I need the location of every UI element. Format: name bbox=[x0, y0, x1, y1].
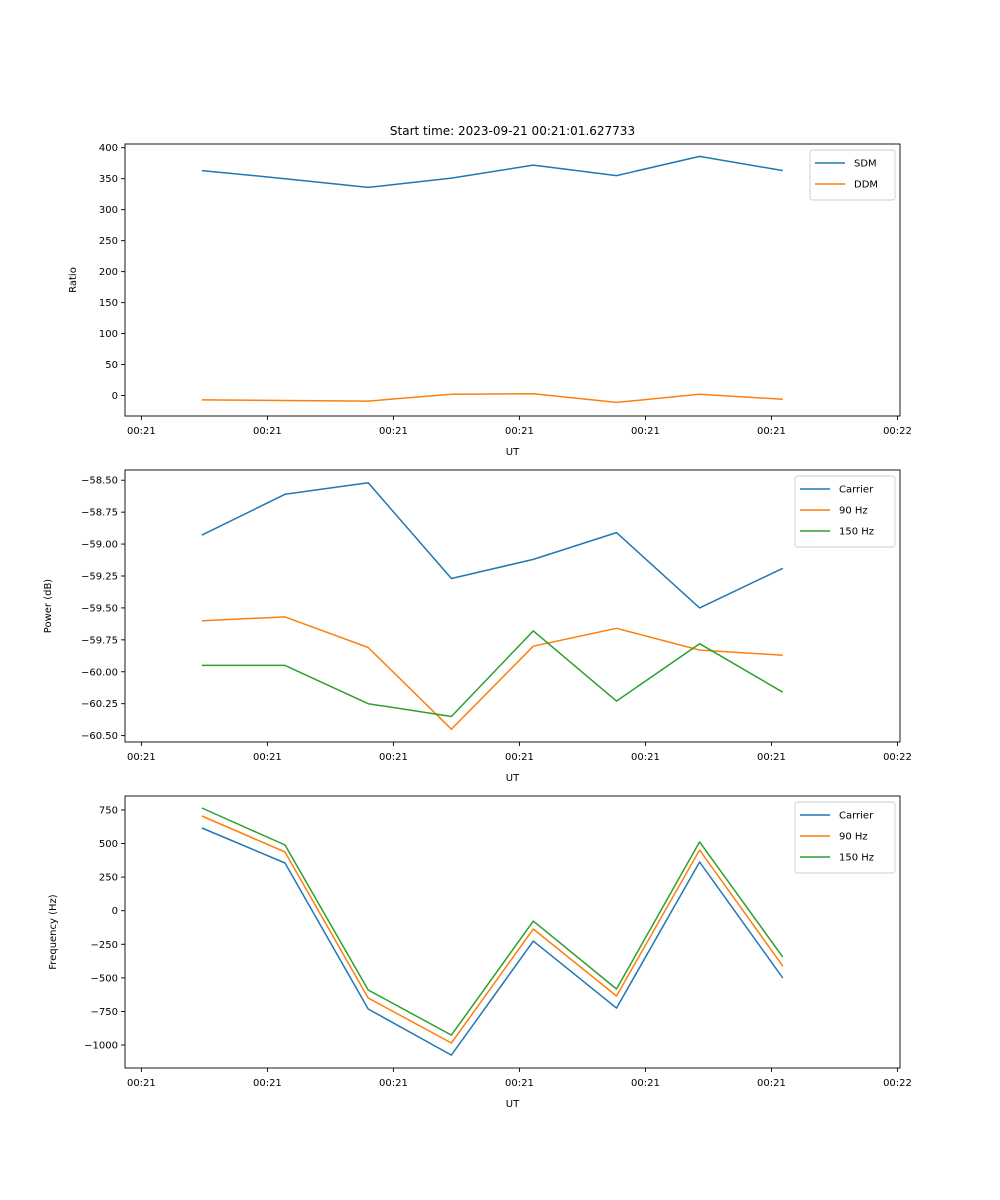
y-tick-label: 750 bbox=[99, 805, 118, 816]
x-tick-label: 00:21 bbox=[379, 752, 408, 763]
y-tick-label: 400 bbox=[99, 143, 118, 154]
y-tick-label: 250 bbox=[99, 873, 118, 884]
series-line-150-hz bbox=[201, 630, 784, 718]
series-line-carrier bbox=[201, 827, 784, 1056]
y-tick-label: −58.75 bbox=[81, 508, 118, 519]
legend-label: SDM bbox=[854, 159, 877, 170]
series-line-90-hz bbox=[201, 815, 784, 1044]
legend: Carrier 90 Hz 150 Hz bbox=[794, 475, 896, 548]
legend-label: 90 Hz bbox=[839, 832, 868, 843]
x-tick-label: 00:21 bbox=[631, 1078, 660, 1089]
y-tick-label: 50 bbox=[105, 360, 118, 371]
x-tick-label: 00:22 bbox=[883, 752, 912, 763]
y-tick-label: −250 bbox=[91, 940, 118, 951]
series-line-90-hz bbox=[201, 616, 783, 730]
legend-label: Carrier bbox=[839, 485, 874, 496]
y-tick-label: −60.25 bbox=[81, 699, 118, 710]
legend-label: 150 Hz bbox=[839, 527, 874, 538]
y-tick-label: 0 bbox=[112, 906, 118, 917]
legend-box bbox=[794, 475, 896, 548]
axes-2: 00:21 00:21 00:21 00:21 00:21 00:21 00:22 −60.5… bbox=[43, 469, 912, 784]
x-tick-label: 00:21 bbox=[505, 426, 534, 437]
y-tick-label: 500 bbox=[99, 839, 118, 850]
x-tick-label: 00:21 bbox=[631, 426, 660, 437]
y-axis-label: Frequency (Hz) bbox=[48, 894, 59, 970]
y-tick-label: −60.00 bbox=[81, 667, 118, 678]
x-tick-label: 00:22 bbox=[883, 1078, 912, 1089]
x-axis-label: UT bbox=[506, 447, 520, 458]
series-line-ddm bbox=[201, 392, 783, 404]
y-tick-label: 0 bbox=[112, 391, 118, 402]
x-axis-label: UT bbox=[506, 773, 520, 784]
y-tick-label: −59.50 bbox=[81, 603, 118, 614]
y-tick-label: 250 bbox=[99, 236, 118, 247]
y-tick-label: −59.00 bbox=[81, 540, 118, 551]
x-tick-label: 00:21 bbox=[631, 752, 660, 763]
x-tick-label: 00:21 bbox=[379, 426, 408, 437]
y-tick-label: −1000 bbox=[84, 1041, 118, 1052]
axes-3: 00:21 00:21 00:21 00:21 00:21 00:21 00:22 −1000… bbox=[48, 795, 912, 1110]
series-line-150-hz bbox=[201, 807, 784, 1036]
x-tick-label: 00:21 bbox=[127, 426, 156, 437]
y-tick-label: 200 bbox=[99, 267, 118, 278]
x-tick-label: 00:21 bbox=[127, 752, 156, 763]
x-tick-label: 00:21 bbox=[127, 1078, 156, 1089]
x-tick-label: 00:21 bbox=[253, 426, 282, 437]
x-tick-label: 00:21 bbox=[757, 1078, 786, 1089]
axes-frame bbox=[124, 795, 901, 1069]
x-tick-label: 00:21 bbox=[253, 752, 282, 763]
legend-box bbox=[794, 801, 896, 874]
legend-label: Carrier bbox=[839, 811, 874, 822]
x-axis-label: UT bbox=[506, 1099, 520, 1110]
y-tick-label: −60.50 bbox=[81, 731, 118, 742]
y-tick-label: −59.75 bbox=[81, 635, 118, 646]
legend-box bbox=[809, 149, 896, 201]
x-tick-label: 00:21 bbox=[757, 426, 786, 437]
legend: Carrier 90 Hz 150 Hz bbox=[794, 801, 896, 874]
x-tick-label: 00:22 bbox=[883, 426, 912, 437]
axes-1: 00:21 00:21 00:21 00:21 00:21 00:21 00:22 0 50 10… bbox=[68, 143, 912, 458]
y-axis-label: Ratio bbox=[68, 267, 79, 293]
legend-label: 90 Hz bbox=[839, 506, 868, 517]
x-tick-label: 00:21 bbox=[505, 1078, 534, 1089]
figure-title: Start time: 2023-09-21 00:21:01.627733 bbox=[390, 124, 635, 138]
y-tick-label: −58.50 bbox=[81, 476, 118, 487]
series-line-sdm bbox=[201, 155, 783, 189]
x-tick-label: 00:21 bbox=[757, 752, 786, 763]
legend-label: 150 Hz bbox=[839, 853, 874, 864]
y-tick-label: −750 bbox=[91, 1007, 118, 1018]
axes-frame bbox=[124, 143, 901, 417]
y-tick-label: −500 bbox=[91, 973, 118, 984]
y-axis-label: Power (dB) bbox=[43, 579, 54, 634]
x-tick-label: 00:21 bbox=[379, 1078, 408, 1089]
series-line-carrier bbox=[201, 482, 784, 609]
y-tick-label: 100 bbox=[99, 329, 118, 340]
y-tick-label: −59.25 bbox=[81, 571, 118, 582]
y-tick-label: 150 bbox=[99, 298, 118, 309]
x-tick-label: 00:21 bbox=[505, 752, 534, 763]
legend-label: DDM bbox=[854, 180, 878, 191]
y-tick-label: 350 bbox=[99, 174, 118, 185]
x-tick-label: 00:21 bbox=[253, 1078, 282, 1089]
legend: SDM DDM bbox=[809, 149, 896, 201]
axes-frame bbox=[124, 469, 901, 743]
y-tick-label: 300 bbox=[99, 205, 118, 216]
